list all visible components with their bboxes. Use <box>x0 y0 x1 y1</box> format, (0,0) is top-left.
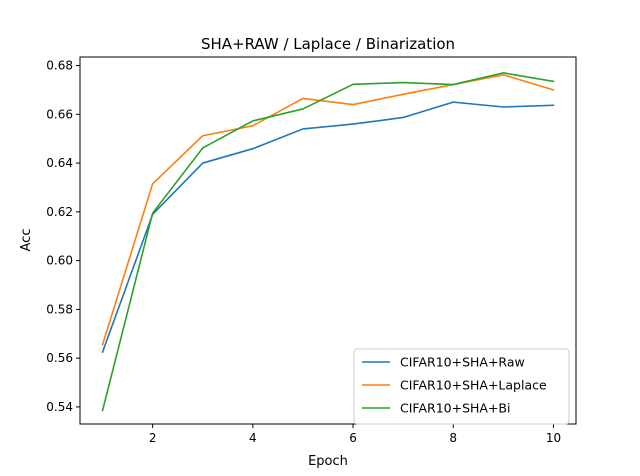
x-tick-label: 10 <box>546 431 561 445</box>
legend: CIFAR10+SHA+Raw CIFAR10+SHA+Laplace CIFAR1… <box>353 348 570 425</box>
legend-entry-label: CIFAR10+SHA+Laplace <box>400 378 547 393</box>
y-tick-label: 0.64 <box>46 156 73 170</box>
series-line-1 <box>101 101 555 354</box>
x-tick-label: 4 <box>249 431 257 445</box>
series-line-3 <box>101 72 555 412</box>
x-axis-label: Epoch <box>308 454 348 469</box>
plot-frame <box>79 56 577 425</box>
legend-entry-label: CIFAR10+SHA+Bi <box>400 401 510 416</box>
y-axis-label: Acc <box>19 229 34 252</box>
legend-entry-label: CIFAR10+SHA+Raw <box>400 355 525 370</box>
y-tick-label: 0.56 <box>46 351 73 365</box>
y-tick-label: 0.68 <box>46 59 73 73</box>
x-tick-label: 8 <box>449 431 457 445</box>
series-layer <box>101 72 555 412</box>
y-axis-ticks: 0.54 0.56 0.58 0.60 0.62 0.64 0.66 0.68 <box>46 59 80 414</box>
x-tick-label: 2 <box>149 431 157 445</box>
x-tick-label: 6 <box>349 431 357 445</box>
y-tick-label: 0.62 <box>46 205 73 219</box>
legend-box <box>353 348 570 425</box>
y-tick-label: 0.66 <box>46 107 73 121</box>
series-line-2 <box>101 74 555 346</box>
y-tick-label: 0.54 <box>46 400 73 414</box>
y-tick-label: 0.58 <box>46 302 73 316</box>
x-axis-ticks: 2 4 6 8 10 <box>149 424 561 445</box>
chart-title: SHA+RAW / Laplace / Binarization <box>201 35 455 53</box>
y-tick-label: 0.60 <box>46 254 73 268</box>
